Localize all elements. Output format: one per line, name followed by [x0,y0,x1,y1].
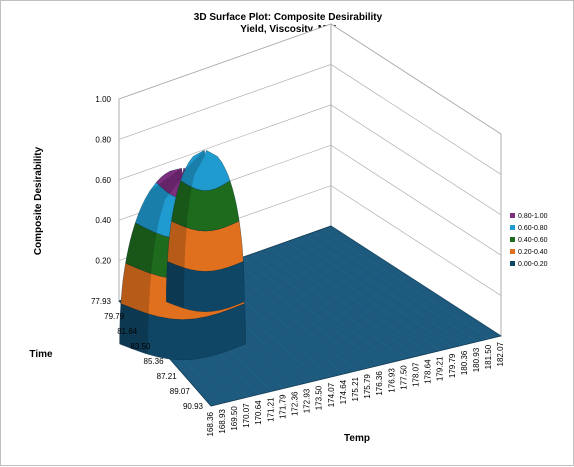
z-axis-ticks: 0.20 0.40 0.60 0.80 1.00 [95,95,111,266]
time-tick-label: 89.07 [170,387,191,396]
floor-grid [251,253,393,363]
surface-peaks [119,150,246,361]
z-axis-label: Composite Desirability [33,146,44,255]
floor-grid [269,247,417,357]
legend-swatch [510,225,515,230]
legend-label: 0.60-0.80 [518,225,548,232]
time-axis-ticks: 77.93 79.79 81.64 83.50 85.36 87.21 89.07 90.93 [91,297,204,411]
temp-tick-label: 172.36 [291,391,300,416]
temp-tick-label: 182.07 [496,341,505,366]
legend-label: 0.80-1.00 [518,213,548,220]
legend-item: 0.20-0.40 [510,249,548,256]
floor-grid [233,260,369,369]
floor-grid [295,238,453,348]
floor-grid [286,241,441,351]
legend-item: 0.60-0.80 [510,225,548,232]
temp-tick-label: 177.50 [399,365,408,390]
floor-grid [277,244,429,354]
chart-title: 3D Surface Plot: Composite Desirability [194,12,383,23]
time-tick-label: 81.64 [117,327,138,336]
floor-grid [313,232,477,342]
temp-tick-label: 175.79 [363,374,372,399]
band-0.60-0.80 [180,150,231,191]
temp-tick-label: 178.64 [423,359,432,384]
temp-tick-label: 171.21 [266,397,275,422]
floor-grid [322,228,490,340]
legend: 0.80-1.00 0.60-0.80 0.40-0.60 0.20-0.40 0.00… [510,213,548,268]
time-tick-label: 83.50 [130,342,151,351]
legend-item: 0.00-0.20 [510,261,548,268]
time-tick-label: 90.93 [183,402,204,411]
temp-tick-label: 181.50 [484,344,493,369]
temp-axis-label: Temp [344,433,370,444]
time-tick-label: 87.21 [157,372,178,381]
legend-item: 0.80-1.00 [510,213,548,220]
temp-tick-label: 179.79 [448,353,457,378]
temp-tick-label: 173.50 [315,385,324,410]
temp-tick-label: 168.93 [218,409,227,434]
legend-swatch [510,249,515,254]
temp-tick-label: 176.36 [375,371,384,396]
floor-grid [260,250,405,360]
z-tick-label: 0.20 [95,257,111,266]
temp-tick-label: 169.50 [230,406,239,431]
z-tick-label: 1.00 [95,95,111,104]
legend-label: 0.00-0.20 [518,261,548,268]
temp-tick-label: 171.79 [279,394,288,419]
floor-grid [304,235,465,345]
temp-tick-label: 175.21 [351,376,360,401]
temp-tick-label: 179.21 [436,356,445,381]
gridline [118,23,502,135]
peak-2 [166,150,245,312]
peak-shade [166,150,205,308]
temp-tick-label: 172.93 [303,388,312,413]
temp-tick-label: 174.07 [327,382,336,407]
legend-swatch [510,237,515,242]
time-tick-label: 77.93 [91,297,112,306]
gridline [118,64,502,175]
temp-tick-label: 180.93 [472,347,481,372]
time-axis-label: Time [29,349,53,360]
z-tick-label: 0.40 [95,216,111,225]
temp-tick-label: 180.36 [460,350,469,375]
legend-swatch [510,261,515,266]
legend-item: 0.40-0.60 [510,237,548,244]
temp-axis-ticks: 168.36 168.93 169.50 170.07 170.64 171.21 171.… [206,341,505,436]
z-tick-label: 0.60 [95,176,111,185]
temp-tick-label: 168.36 [206,411,215,436]
legend-swatch [510,213,515,218]
legend-label: 0.20-0.40 [518,249,548,256]
time-tick-label: 79.79 [104,312,125,321]
floor-grid [242,257,381,366]
temp-tick-label: 176.93 [387,368,396,393]
temp-tick-label: 174.64 [339,379,348,404]
temp-tick-label: 170.64 [254,400,263,425]
temp-tick-label: 178.07 [411,362,420,387]
chart-subtitle: Yield, Viscosity, MW [240,24,336,35]
z-tick-label: 0.80 [95,135,111,144]
gridline [118,104,502,216]
peak-shade [119,168,183,354]
time-tick-label: 85.36 [144,357,165,366]
temp-tick-label: 170.07 [242,403,251,428]
floor-grid [330,225,502,337]
legend-label: 0.40-0.60 [518,237,548,244]
floor-grid [224,263,357,372]
